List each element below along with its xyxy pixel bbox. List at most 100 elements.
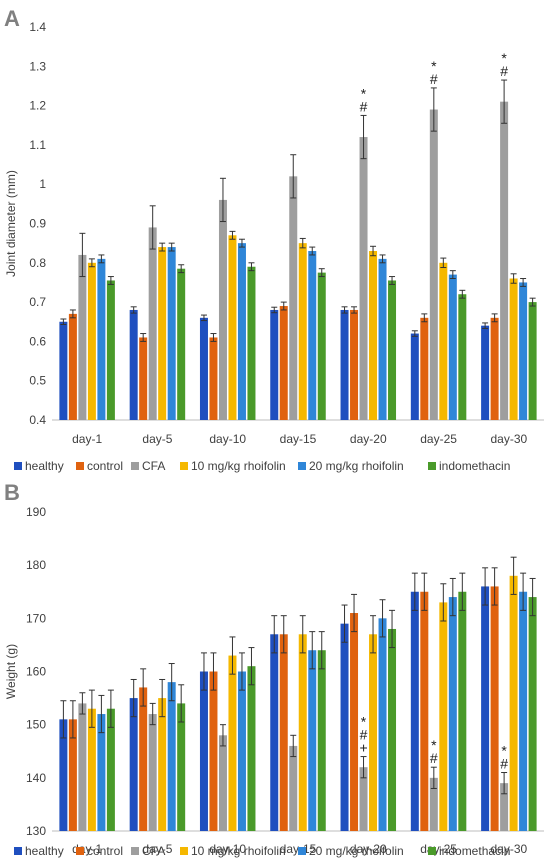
- panel-a-bar: [340, 309, 349, 420]
- panel-b-legend-label: CFA: [142, 844, 165, 858]
- panel-a-ytick-label: 0.9: [29, 217, 46, 231]
- panel-a-bar: [228, 235, 237, 420]
- panel-a-bar: [378, 258, 387, 420]
- panel-a-category-label: day-20: [350, 432, 387, 446]
- panel-b-category-label: day-10: [209, 842, 246, 856]
- panel-b-bar: [509, 575, 518, 831]
- panel-b-bar: [68, 719, 77, 831]
- panel-a-ytick-label: 0.7: [29, 295, 46, 309]
- panel-b-bar: [139, 687, 148, 831]
- panel-b-bar: [289, 745, 298, 831]
- panel-a-letter: A: [4, 6, 20, 31]
- panel-a-legend-label: CFA: [142, 459, 165, 473]
- panel-a-bar: [519, 282, 528, 420]
- panel-b-bar: [490, 586, 499, 831]
- panel-a-significance-mark: #: [430, 71, 438, 87]
- panel-a-ytick-label: 0.6: [29, 334, 46, 348]
- panel-a-bar: [218, 199, 227, 420]
- panel-b-bar: [500, 783, 509, 831]
- panel-b-legend-swatch: [428, 847, 436, 855]
- panel-b-bar: [237, 671, 246, 831]
- panel-b-significance-mark: +: [359, 740, 367, 756]
- panel-a-ytick-label: 1.3: [29, 59, 46, 73]
- panel-a-category-label: day-10: [209, 432, 246, 446]
- panel-a-bar: [87, 262, 96, 420]
- panel-b-ylabel: Weight (g): [4, 644, 18, 699]
- panel-a-bar: [500, 101, 509, 421]
- panel-a-bar: [420, 317, 429, 420]
- panel-b-bar: [369, 634, 378, 831]
- panel-a-legend-swatch: [298, 462, 306, 470]
- panel-a-bar: [429, 109, 438, 420]
- panel-b-legend-swatch: [131, 847, 139, 855]
- panel-b-significance-mark: #: [360, 727, 368, 743]
- panel-b-bar: [429, 777, 438, 831]
- panel-b-bar: [167, 682, 176, 831]
- panel-a-legend-label: indomethacin: [439, 459, 510, 473]
- panel-a-category-label: day-30: [491, 432, 528, 446]
- panel-b-bar: [59, 719, 68, 831]
- panel-a-bar: [359, 137, 368, 421]
- panel-a-ytick-label: 1.1: [29, 138, 46, 152]
- panel-b-category-label: day-30: [491, 842, 528, 856]
- panel-b-bar: [519, 591, 528, 831]
- panel-a-bar: [209, 337, 218, 420]
- panel-a-ytick-label: 1.4: [29, 20, 46, 34]
- panel-a-bar: [528, 302, 537, 420]
- panel-a-bar: [481, 325, 490, 420]
- panel-a-bar: [289, 176, 298, 420]
- panel-a-bar: [439, 262, 448, 420]
- panel-b-legend-label: indomethacin: [439, 844, 510, 858]
- panel-b-category-label: day-5: [142, 842, 172, 856]
- panel-a-bar: [317, 272, 326, 420]
- panel-b-legend-swatch: [14, 847, 22, 855]
- panel-a-legend-swatch: [180, 462, 188, 470]
- panel-a-legend-swatch: [131, 462, 139, 470]
- panel-a-bar: [279, 306, 288, 420]
- panel-b-ytick-label: 160: [26, 665, 46, 679]
- panel-a-bar: [167, 247, 176, 420]
- panel-a-bar: [148, 227, 157, 420]
- panel-a-legend-swatch: [76, 462, 84, 470]
- panel-b-ytick-label: 140: [26, 771, 46, 785]
- panel-b-bar: [97, 714, 106, 831]
- panel-a-bar: [59, 321, 68, 420]
- panel-a-ytick-label: 0.5: [29, 374, 46, 388]
- panel-b-bar: [458, 591, 467, 831]
- panel-b-legend-label: control: [87, 844, 123, 858]
- panel-b-bar: [439, 602, 448, 831]
- panel-b-ytick-label: 180: [26, 558, 46, 572]
- panel-a-bar: [369, 251, 378, 420]
- panel-a-ytick-label: 1: [39, 177, 46, 191]
- panel-a-bar: [199, 317, 208, 420]
- panel-a-bar: [448, 274, 457, 420]
- panel-b-bar: [298, 634, 307, 831]
- panel-b-significance-mark: *: [501, 743, 507, 759]
- panel-a-bar: [158, 247, 167, 420]
- panel-b-bar: [308, 650, 317, 831]
- panel-b-bar: [247, 666, 256, 831]
- panel-a-ytick-label: 0.4: [29, 413, 46, 427]
- panel-b-bar: [148, 714, 157, 831]
- panel-a-bar: [458, 294, 467, 420]
- panel-b-legend-swatch: [76, 847, 84, 855]
- panel-b-legend-label: 20 mg/kg rhoifolin: [309, 844, 404, 858]
- panel-a-significance-mark: *: [431, 58, 437, 74]
- panel-b-bar: [317, 650, 326, 831]
- panel-a-bar: [308, 251, 317, 420]
- panel-b-bar: [129, 698, 138, 831]
- panel-a-bar: [129, 309, 138, 420]
- panel-b-letter: B: [4, 480, 20, 505]
- panel-b-ytick-label: 150: [26, 718, 46, 732]
- panel-b-significance-mark: #: [430, 750, 438, 766]
- panel-a-bar: [97, 258, 106, 420]
- panel-a-bar: [106, 280, 115, 420]
- panel-a-bar: [68, 313, 77, 420]
- panel-a-legend-swatch: [428, 462, 436, 470]
- panel-b-category-label: day-20: [350, 842, 387, 856]
- panel-a-bar: [177, 268, 186, 420]
- panel-a-bar: [490, 317, 499, 420]
- panel-b-bar: [218, 735, 227, 831]
- panel-a-bar: [139, 337, 148, 420]
